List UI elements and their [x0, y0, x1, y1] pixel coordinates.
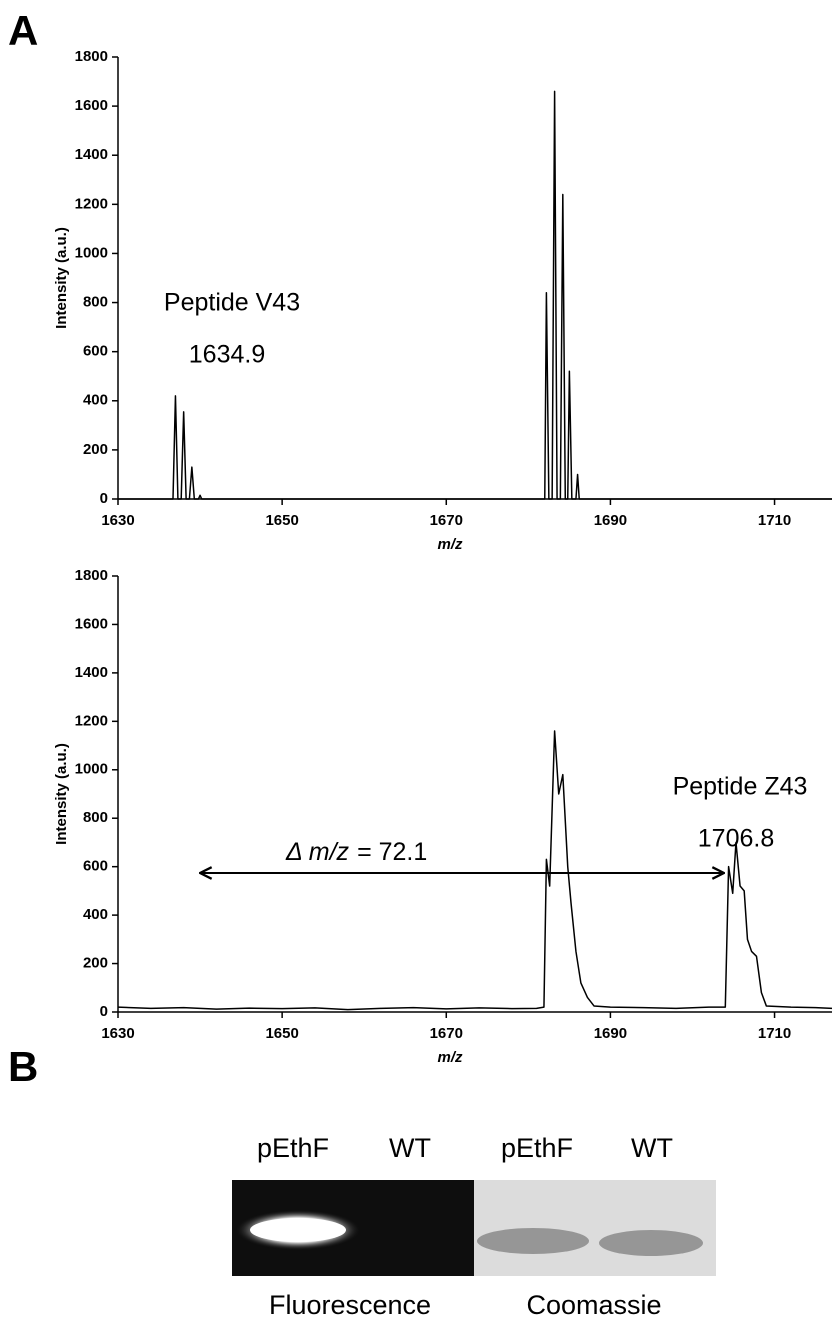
spectrum-line	[117, 730, 832, 1011]
lane-label: WT	[389, 1133, 431, 1163]
y-tick-label: 200	[83, 441, 108, 458]
lane-label: WT	[631, 1133, 673, 1163]
delta-symbol: Δ m/z	[285, 838, 350, 866]
y-tick-label: 200	[83, 955, 108, 972]
y-tick-label: 1800	[75, 567, 108, 584]
y-tick-label: 600	[83, 858, 108, 875]
x-tick-label: 1710	[758, 512, 791, 529]
x-tick-label: 1670	[430, 1025, 463, 1042]
y-axis-label: Intensity (a.u.)	[53, 227, 70, 329]
y-tick-label: 800	[83, 809, 108, 826]
x-tick-label: 1650	[265, 512, 298, 529]
annotation: 1634.9	[189, 341, 265, 369]
lane-label: pEthF	[501, 1133, 573, 1163]
y-axis-label: Intensity (a.u.)	[53, 743, 70, 845]
gel-image	[232, 1180, 716, 1276]
x-tick-label: 1630	[101, 1025, 134, 1042]
y-tick-label: 1600	[75, 615, 108, 632]
y-tick-label: 0	[100, 490, 108, 507]
gel-caption: Coomassie	[526, 1290, 661, 1320]
y-tick-label: 1600	[75, 97, 108, 114]
y-tick-label: 1200	[75, 712, 108, 729]
delta-value: = 72.1	[357, 838, 427, 866]
y-tick-label: 1000	[75, 761, 108, 778]
y-tick-label: 0	[100, 1003, 108, 1020]
y-tick-label: 400	[83, 906, 108, 923]
x-tick-label: 1690	[594, 512, 627, 529]
x-tick-label: 1690	[594, 1025, 627, 1042]
y-tick-label: 1000	[75, 244, 108, 261]
panel-label: B	[8, 1043, 38, 1090]
x-tick-label: 1650	[265, 1025, 298, 1042]
y-tick-label: 1400	[75, 664, 108, 681]
x-axis-label: m/z	[437, 1049, 463, 1066]
y-tick-label: 1400	[75, 146, 108, 163]
panel-label: A	[8, 7, 38, 54]
annotation: Peptide Z43	[673, 773, 808, 801]
spectrum-line	[118, 90, 832, 500]
y-tick-label: 1800	[75, 48, 108, 65]
x-axis-label: m/z	[437, 536, 463, 553]
x-tick-label: 1710	[758, 1025, 791, 1042]
y-tick-label: 1200	[75, 195, 108, 212]
x-tick-label: 1670	[430, 512, 463, 529]
y-tick-label: 400	[83, 392, 108, 409]
gel-caption: Fluorescence	[269, 1290, 431, 1320]
y-tick-label: 600	[83, 343, 108, 360]
y-tick-label: 800	[83, 294, 108, 311]
lane-label: pEthF	[257, 1133, 329, 1163]
annotation: 1706.8	[698, 825, 774, 853]
x-tick-label: 1630	[101, 512, 134, 529]
annotation: Peptide V43	[164, 289, 300, 317]
delta-label: Δ m/z = 72.1	[285, 838, 427, 866]
